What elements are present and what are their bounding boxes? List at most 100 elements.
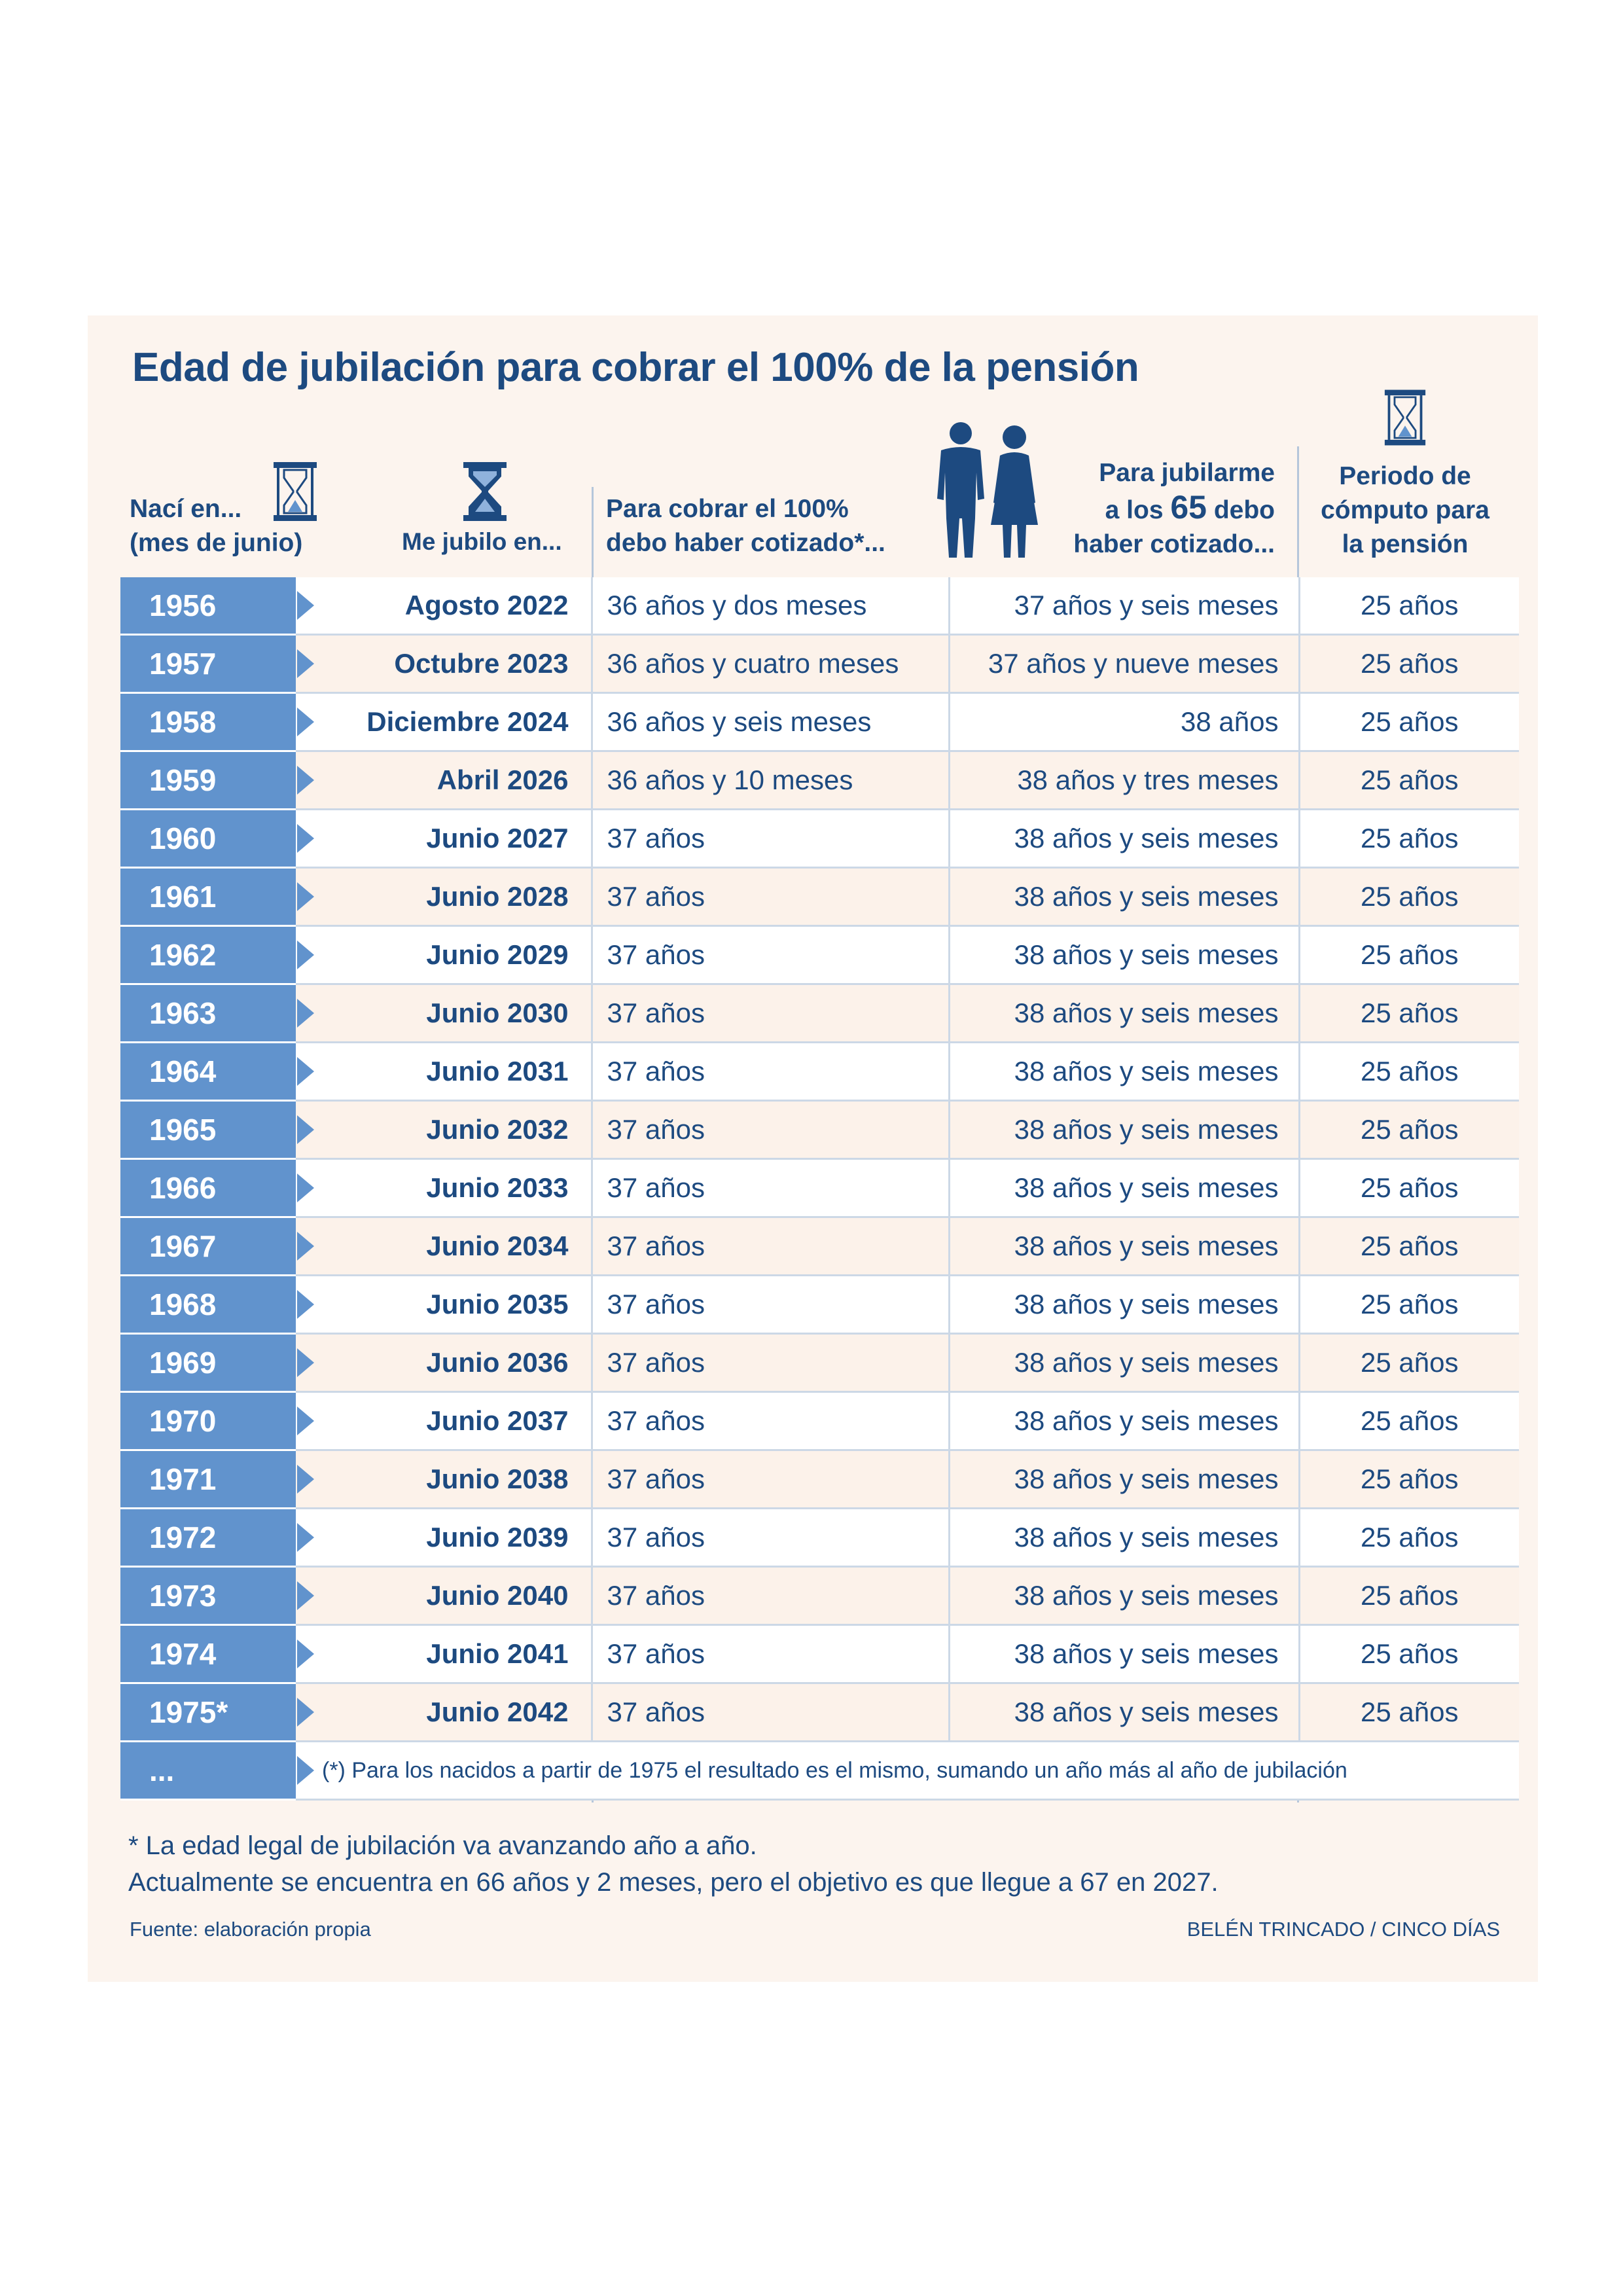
contribution-65-cell: 38 años y seis meses [948,1391,1299,1451]
computation-period-cell: 25 años [1298,751,1519,810]
contribution-65-cell: 38 años y seis meses [948,1450,1299,1509]
retirement-date-cell: Junio 2033 [296,1158,592,1218]
arrow-right-icon [297,1057,314,1086]
min-contribution-cell: 37 años [590,1391,949,1451]
header-65-text-c: debo [1207,496,1275,524]
header-period: Periodo de cómputo para la pensión [1304,459,1507,562]
arrow-right-icon [297,1523,314,1552]
birth-year-cell: 1965 [120,1100,296,1160]
min-contribution-cell: 36 años y 10 meses [590,751,949,810]
table-note-cell: (*) Para los nacidos a partir de 1975 el… [296,1741,1519,1801]
arrow-right-icon [297,1465,314,1494]
contribution-65-cell: 38 años y seis meses [948,1100,1299,1160]
header-65-text-a: a los [1105,496,1171,524]
min-contribution-cell: 37 años [590,1566,949,1626]
birth-year-cell: 1973 [120,1566,296,1626]
retirement-date: Junio 2039 [426,1522,569,1552]
header-min-line1: Para cobrar el 100% [606,495,849,523]
birth-year-cell: 1964 [120,1042,296,1102]
computation-period-cell: 25 años [1298,1508,1519,1568]
table-row: 1958 Diciembre 2024 36 años y seis meses 38… [120,692,1519,752]
computation-period-cell: 25 años [1298,984,1519,1043]
retirement-date-cell: Junio 2036 [296,1333,592,1393]
header-contribution-65: Para jubilarme a los 65 debo haber cotiz… [1073,456,1275,562]
birth-year-cell: 1960 [120,809,296,869]
retirement-date: Junio 2040 [426,1580,569,1611]
retirement-date: Junio 2029 [426,939,569,970]
min-contribution-cell: 37 años [590,925,949,985]
infographic-title: Edad de jubilación para cobrar el 100% d… [132,345,1139,390]
retirement-date: Junio 2033 [426,1172,569,1203]
header-65-age: 65 [1170,489,1207,526]
header-period-line1: Periodo de [1339,462,1471,490]
retirement-date-cell: Diciembre 2024 [296,692,592,752]
computation-period-cell: 25 años [1298,1683,1519,1742]
retirement-date: Abril 2026 [437,764,569,795]
birth-year-cell: 1967 [120,1217,296,1276]
table-row: 1972 Junio 2039 37 años 38 años y seis mese… [120,1508,1519,1568]
retirement-date-cell: Junio 2040 [296,1566,592,1626]
computation-period-cell: 25 años [1298,577,1519,636]
arrow-right-icon [297,766,314,795]
retirement-date-cell: Junio 2034 [296,1217,592,1276]
min-contribution-cell: 37 años [590,1100,949,1160]
birth-year-cell: 1968 [120,1275,296,1335]
min-contribution-cell: 37 años [590,984,949,1043]
table-row: 1970 Junio 2037 37 años 38 años y seis mese… [120,1391,1519,1451]
min-contribution-cell: 37 años [590,1158,949,1218]
contribution-65-cell: 38 años y seis meses [948,1217,1299,1276]
computation-period-cell: 25 años [1298,1450,1519,1509]
retirement-date: Junio 2041 [426,1638,569,1669]
table-row: 1974 Junio 2041 37 años 38 años y seis mese… [120,1624,1519,1684]
min-contribution-cell: 37 años [590,1624,949,1684]
contribution-65-cell: 37 años y seis meses [948,577,1299,636]
retirement-date: Junio 2035 [426,1289,569,1319]
table-row: 1975* Junio 2042 37 años 38 años y seis mes… [120,1683,1519,1742]
arrow-right-icon [297,1174,314,1202]
contribution-65-cell: 38 años y seis meses [948,809,1299,869]
table-note: (*) Para los nacidos a partir de 1975 el… [322,1757,1347,1783]
min-contribution-cell: 36 años y seis meses [590,692,949,752]
retirement-date-cell: Junio 2037 [296,1391,592,1451]
elderly-couple-icon [937,422,1038,558]
table-row: 1956 Agosto 2022 36 años y dos meses 37 año… [120,577,1519,636]
header-retire: Me jubilo en... [402,528,562,555]
arrow-right-icon [297,708,314,736]
source-note: Fuente: elaboración propia [130,1918,371,1941]
contribution-65-cell: 37 años y nueve meses [948,634,1299,694]
computation-period-cell: 25 años [1298,634,1519,694]
table-note-row: ... (*) Para los nacidos a partir de 1975… [120,1741,1519,1801]
min-contribution-cell: 37 años [590,1275,949,1335]
contribution-65-cell: 38 años y seis meses [948,1508,1299,1568]
retirement-date: Junio 2030 [426,997,569,1028]
contribution-65-cell: 38 años y seis meses [948,1624,1299,1684]
author-credit: BELÉN TRINCADO / CINCO DÍAS [1186,1918,1500,1941]
retirement-date: Agosto 2022 [404,590,569,620]
retirement-date: Junio 2042 [426,1696,569,1727]
retirement-date: Diciembre 2024 [366,706,569,737]
hourglass-icon [274,462,317,521]
contribution-65-cell: 38 años y seis meses [948,1275,1299,1335]
retirement-date-cell: Junio 2031 [296,1042,592,1102]
retirement-date: Junio 2028 [426,881,569,912]
contribution-65-cell: 38 años [948,692,1299,752]
arrow-right-icon [297,649,314,678]
footnote-line2: Actualmente se encuentra en 66 años y 2 … [128,1868,1219,1897]
retirement-date-cell: Junio 2028 [296,867,592,927]
arrow-right-icon [297,1407,314,1435]
header-65-line1: Para jubilarme [1099,459,1275,487]
birth-year-cell: 1962 [120,925,296,985]
retirement-date-cell: Octubre 2023 [296,634,592,694]
arrow-right-icon [297,941,314,969]
computation-period-cell: 25 años [1298,1391,1519,1451]
retirement-date-cell: Junio 2038 [296,1450,592,1509]
header-born: Nací en... (mes de junio) [130,492,302,560]
retirement-date-cell: Junio 2032 [296,1100,592,1160]
birth-year-cell: 1956 [120,577,296,636]
contribution-65-cell: 38 años y seis meses [948,1333,1299,1393]
header-min-line2: debo haber cotizado*... [606,529,885,557]
retirement-table: 1956 Agosto 2022 36 años y dos meses 37 año… [120,577,1519,1801]
header-born-line1: Nací en... [130,495,242,523]
table-row: 1973 Junio 2040 37 años 38 años y seis mese… [120,1566,1519,1626]
min-contribution-cell: 37 años [590,1683,949,1742]
